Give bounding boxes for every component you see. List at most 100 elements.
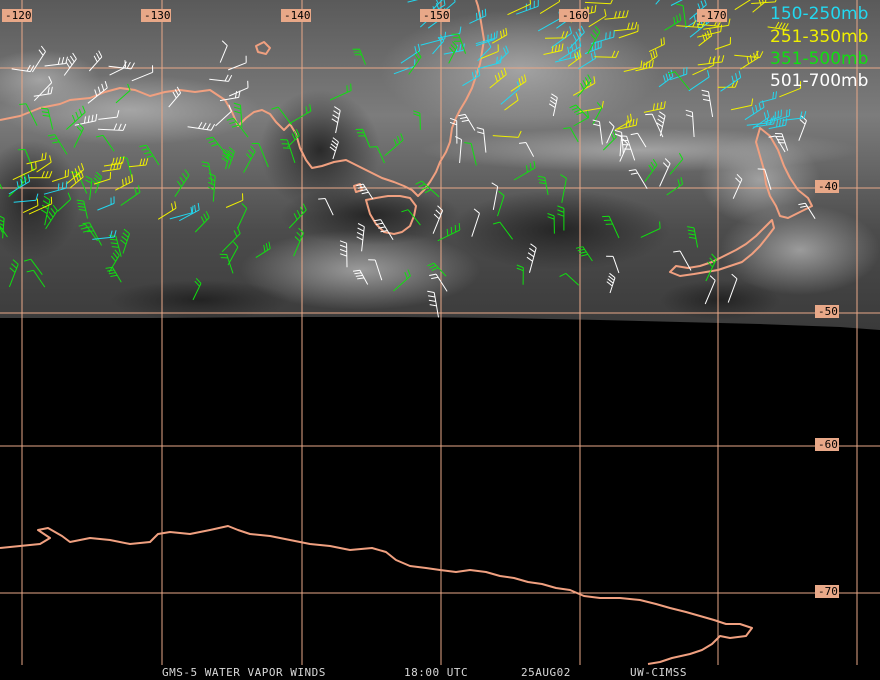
wind-barb-white	[87, 81, 108, 104]
wind-barb-white	[630, 132, 647, 148]
wind-barb-cyan	[462, 68, 481, 87]
wind-barb-green	[45, 204, 58, 230]
wind-barb-green	[47, 134, 68, 155]
wind-barb-green	[329, 83, 352, 101]
wind-barb-green	[194, 211, 210, 233]
wind-barb-white	[673, 250, 692, 271]
small-island	[353, 183, 363, 193]
australia-coastline	[0, 0, 485, 197]
wind-barb-green	[105, 266, 122, 283]
wind-barb-yellow	[103, 156, 125, 167]
wind-barb-white	[592, 119, 603, 145]
wind-barb-green	[664, 13, 682, 31]
wind-barb-yellow	[618, 24, 639, 39]
wind-barb-white	[798, 202, 816, 219]
wind-barb-white	[63, 52, 77, 76]
wind-barb-white	[368, 259, 383, 281]
wind-barb-white	[659, 158, 671, 187]
lon-label: -160	[562, 9, 589, 22]
wind-barb-white	[519, 142, 535, 157]
wind-barb-green	[369, 146, 385, 164]
wind-barb-green	[108, 249, 120, 273]
wind-barb-white	[329, 137, 339, 160]
wind-barb-cyan	[400, 43, 421, 64]
wind-barb-yellow	[588, 9, 607, 28]
wind-barb-green	[563, 127, 579, 143]
wind-barb-green	[537, 175, 549, 195]
wind-barb-green	[569, 104, 589, 119]
wind-barb-green	[82, 222, 103, 246]
wind-barb-green	[592, 102, 603, 125]
wind-barb-yellow	[740, 50, 759, 70]
wind-barb-green	[66, 105, 86, 130]
wind-barb-white	[98, 110, 120, 120]
wind-barb-white	[432, 205, 444, 234]
wind-barb-yellow	[648, 37, 665, 53]
wind-barb-white	[31, 45, 46, 73]
wind-barb-green	[557, 205, 565, 231]
lon-label-box	[559, 9, 589, 22]
wind-barb-cyan	[97, 196, 115, 211]
wind-barb-cyan	[688, 70, 710, 92]
wind-barb-white	[732, 173, 743, 199]
pressure-legend: 150-250mb 251-350mb 351-500mb 501-700mb	[770, 4, 868, 91]
wind-barb-yellow	[730, 98, 754, 111]
latitude-labels: -40 -50 -60 -70	[815, 180, 839, 598]
wind-barb-white	[88, 50, 103, 72]
wind-barb-green	[668, 71, 690, 91]
wind-barb-green	[437, 223, 461, 242]
wind-barb-green	[676, 3, 687, 27]
wind-barb-cyan	[469, 8, 487, 24]
wind-barb-white	[97, 123, 127, 131]
wind-barb-white	[108, 61, 135, 70]
wind-barb-green	[237, 203, 248, 229]
wind-barb-white	[727, 273, 738, 303]
wind-barb-yellow	[489, 67, 507, 89]
wind-barb-green	[705, 253, 717, 282]
wind-barb-white	[356, 183, 374, 200]
wind-barb-white	[74, 113, 98, 126]
wind-barb-cyan	[744, 100, 765, 121]
wind-barb-green	[602, 215, 620, 239]
wind-barb-white	[458, 113, 476, 131]
wind-barb-yellow	[584, 0, 613, 5]
lat-label-box	[815, 585, 839, 598]
wind-barb-green	[669, 152, 684, 175]
wind-barb-green	[255, 241, 271, 259]
wind-barb-cyan	[558, 39, 582, 61]
wind-barb-green	[0, 225, 8, 238]
lat-label-box	[815, 180, 839, 193]
wind-barb-green	[666, 177, 684, 196]
wind-barb-cyan	[584, 40, 602, 55]
wind-barb-green	[497, 190, 505, 217]
wind-barb-green	[415, 180, 440, 198]
wind-barb-cyan	[759, 91, 777, 103]
wind-barb-white	[774, 133, 789, 151]
wind-barb-white	[318, 198, 334, 216]
wind-barb-white	[44, 56, 68, 67]
lon-label-box	[281, 9, 311, 22]
wind-barb-green	[225, 146, 235, 169]
wind-barb-green	[73, 122, 84, 148]
wind-barb-cyan	[591, 30, 615, 45]
wind-barb-white	[471, 208, 480, 237]
legend-entry-cyan: 150-250mb	[770, 4, 868, 24]
lat-label: -70	[818, 585, 838, 598]
wind-barb-cyan	[669, 67, 688, 81]
wind-barb-green	[492, 221, 514, 240]
wind-barb-yellow	[28, 171, 53, 179]
wind-barb-white	[701, 89, 714, 117]
wind-barb-yellow	[579, 100, 604, 113]
footer-date: 25AUG02	[521, 666, 571, 679]
wind-barb-green	[8, 259, 19, 288]
wind-barb-green	[18, 149, 35, 172]
wind-barb-green	[644, 158, 658, 182]
new-zealand-north-island	[755, 127, 813, 219]
wind-barb-green	[355, 128, 371, 148]
wind-barb-white	[619, 135, 636, 161]
lat-label: -50	[818, 305, 838, 318]
wind-barb-green	[226, 117, 249, 138]
wind-barb-white	[352, 269, 369, 285]
wind-barb-cyan	[475, 30, 498, 45]
wind-barb-green	[0, 215, 5, 239]
